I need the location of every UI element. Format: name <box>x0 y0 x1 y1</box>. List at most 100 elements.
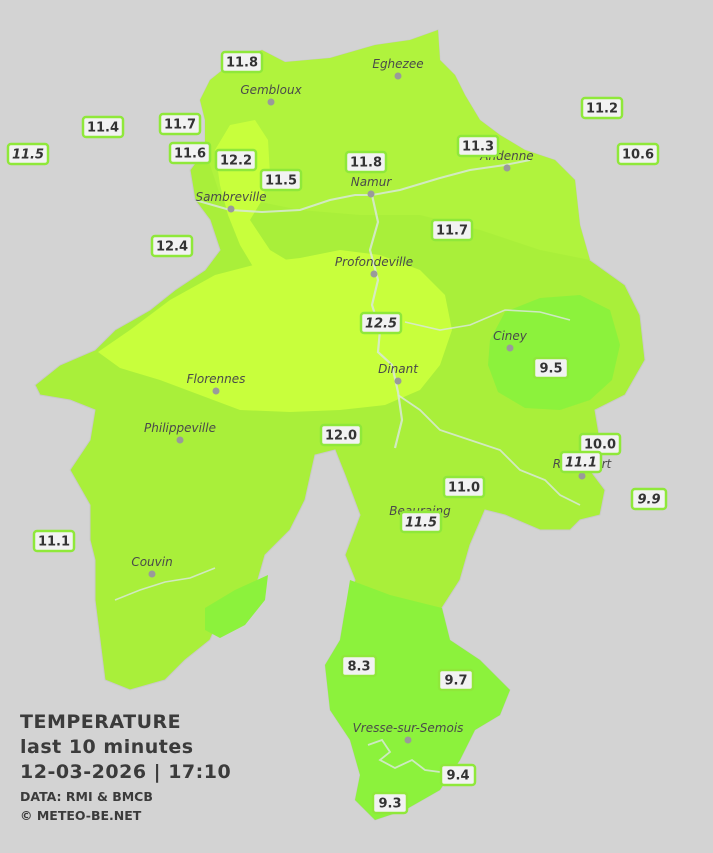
reading-value: 12.0 <box>325 429 357 444</box>
temperature-reading: 12.0 <box>319 423 363 447</box>
city-name: Sambreville <box>195 190 266 204</box>
city-eghezee: Eghezee <box>372 57 424 80</box>
temperature-reading: 11.7 <box>430 218 474 242</box>
reading-value: 11.6 <box>174 147 206 162</box>
temperature-reading: 11.6 <box>168 141 212 165</box>
reading-value: 9.4 <box>446 769 469 784</box>
caption-source: DATA: RMI & BMCB <box>20 789 153 804</box>
reading-box <box>220 50 264 74</box>
temperature-reading: 11.8 <box>344 150 388 174</box>
temperature-reading: 10.6 <box>616 142 660 166</box>
reading-box <box>6 142 50 166</box>
river-lesse <box>397 394 581 506</box>
city-name: Profondeville <box>335 255 413 269</box>
city-vresse-sur-semois: Vresse-sur-Semois <box>353 721 464 744</box>
city-dot <box>148 570 156 578</box>
reading-box <box>158 112 202 136</box>
river-semois <box>367 738 441 773</box>
city-name: Ciney <box>493 329 528 343</box>
city-dot <box>503 164 511 172</box>
temperature-reading: 10.0 <box>578 432 622 456</box>
reading-value: 12.2 <box>220 154 252 169</box>
city-name: Namur <box>351 175 393 189</box>
reading-box <box>168 141 212 165</box>
reading-box <box>371 791 409 815</box>
river-sambre <box>194 159 531 214</box>
reading-box <box>616 142 660 166</box>
zone-cool-ciney <box>488 295 620 410</box>
city-dot <box>578 472 586 480</box>
city-dot <box>394 72 402 80</box>
temperature-reading: 12.4 <box>150 234 194 258</box>
city-profondeville: Profondeville <box>335 255 413 278</box>
city-dot <box>506 344 514 352</box>
reading-value: 11.5 <box>265 174 297 189</box>
temperature-reading: 11.0 <box>442 475 486 499</box>
reading-value: 12.4 <box>156 240 188 255</box>
city-name: Florennes <box>187 372 246 386</box>
reading-value: 11.4 <box>87 121 119 136</box>
city-dot <box>227 205 235 213</box>
city-dot <box>212 387 220 395</box>
caption-title: TEMPERATURE <box>20 711 182 733</box>
city-philippeville: Philippeville <box>144 421 216 444</box>
river-ourthe-west <box>404 309 571 331</box>
river-couvin <box>114 567 216 601</box>
city-name: Couvin <box>131 555 172 569</box>
temperature-reading: 9.7 <box>437 668 475 692</box>
temperature-reading: 11.7 <box>158 112 202 136</box>
temperature-reading: 11.1 <box>32 529 76 553</box>
temperature-reading: 11.3 <box>456 134 500 158</box>
city-dot <box>370 270 378 278</box>
reading-box <box>344 150 388 174</box>
temperature-reading: 9.5 <box>532 356 570 380</box>
temperature-reading: 11.5 <box>399 510 443 534</box>
city-dot <box>267 98 275 106</box>
city-dot <box>367 190 375 198</box>
city-dot <box>394 377 402 385</box>
temperature-reading: 9.9 <box>630 487 668 511</box>
reading-value: 11.0 <box>448 481 480 496</box>
map-caption: TEMPERATURE last 10 minutes 12-03-2026 |… <box>20 710 231 825</box>
city-name: Eghezee <box>372 57 423 71</box>
reading-value: 9.7 <box>444 674 467 689</box>
reading-box <box>456 134 500 158</box>
reading-box <box>399 510 443 534</box>
city-name: Philippeville <box>144 421 216 435</box>
reading-value: 11.1 <box>565 456 597 471</box>
temperature-reading: 11.5 <box>6 142 50 166</box>
temperature-reading: 11.8 <box>220 50 264 74</box>
reading-box <box>580 96 624 120</box>
city-couvin: Couvin <box>131 555 173 578</box>
reading-box <box>214 148 258 172</box>
reading-value: 11.3 <box>462 140 494 155</box>
city-sambreville: Sambreville <box>195 190 267 213</box>
reading-value: 11.8 <box>226 56 258 71</box>
reading-layer: 11.8 11.4 11.7 11.5 11.6 12.2 11.5 11.8 11.3 11.2… <box>6 50 668 815</box>
zone-cool-couvin <box>205 575 268 638</box>
caption-period: last 10 minutes <box>20 736 194 758</box>
reading-value: 11.5 <box>12 148 44 163</box>
zone-cool-south <box>325 580 510 820</box>
reading-box <box>442 475 486 499</box>
reading-box <box>32 529 76 553</box>
reading-value: 11.8 <box>350 156 382 171</box>
reading-value: 10.0 <box>584 438 616 453</box>
reading-value: 11.7 <box>436 224 468 239</box>
temperature-reading: 9.3 <box>371 791 409 815</box>
reading-value: 9.9 <box>637 493 660 508</box>
caption-copyright: © METEO-BE.NET <box>20 808 142 823</box>
temperature-reading: 12.2 <box>214 148 258 172</box>
city-dot <box>176 436 184 444</box>
city-ciney: Ciney <box>493 329 528 352</box>
reading-value: 8.3 <box>347 660 370 675</box>
reading-value: 9.3 <box>378 797 401 812</box>
temperature-reading: 11.1 <box>559 450 603 474</box>
temperature-reading: 11.4 <box>81 115 125 139</box>
reading-value: 9.5 <box>539 362 562 377</box>
city-name: Vresse-sur-Semois <box>353 721 464 735</box>
city-name: Gembloux <box>240 83 302 97</box>
temperature-reading: 12.5 <box>359 311 403 335</box>
city-namur: Namur <box>351 175 393 198</box>
